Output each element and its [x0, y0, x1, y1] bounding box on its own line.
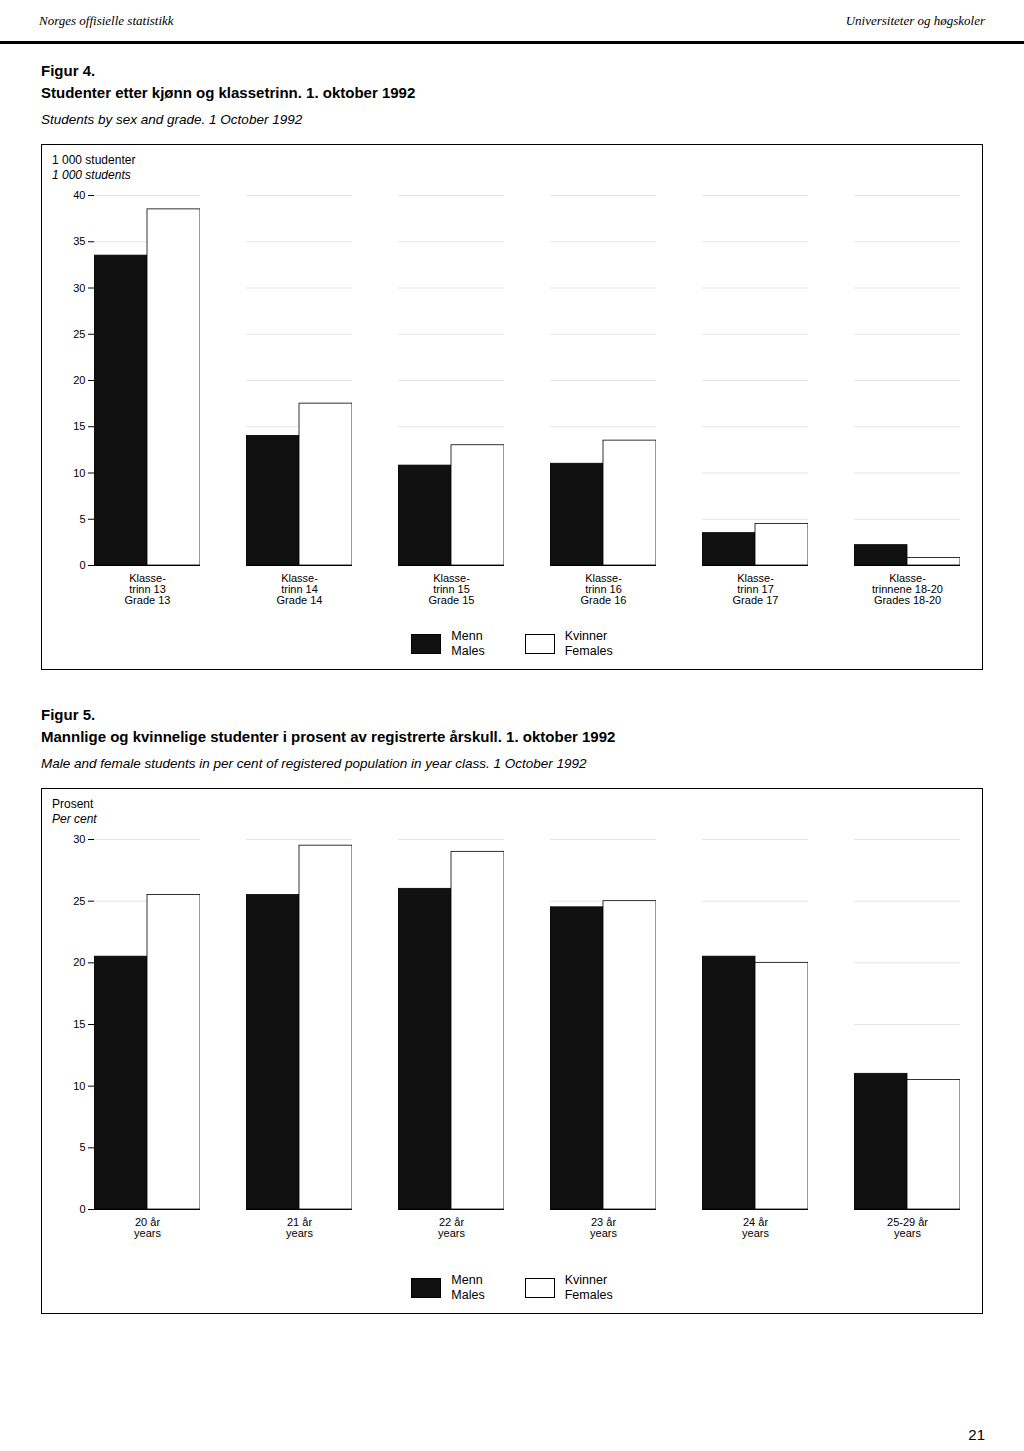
- svg-text:24 åryears: 24 åryears: [742, 1216, 769, 1239]
- svg-text:Klasse-trinn 17Grade 17: Klasse-trinn 17Grade 17: [733, 572, 779, 606]
- html-text:21: 21: [968, 1426, 985, 1443]
- svg-text:Klasse-trinnene 18-20Grades 18: Klasse-trinnene 18-20Grades 18-20: [872, 572, 943, 606]
- html-text:Figur 4.: Figur 4.: [41, 62, 96, 79]
- html-text:Prosent: Prosent: [52, 797, 94, 811]
- svg-text:25: 25: [73, 895, 85, 907]
- html-text:Students by sex and grade. 1 O: Students by sex and grade. 1 October 199…: [41, 112, 303, 127]
- html-text:Mannlige og kvinnelige student: Mannlige og kvinnelige studenter i prose…: [41, 728, 616, 745]
- svg-text:30: 30: [73, 833, 85, 845]
- svg-text:20: 20: [73, 956, 85, 968]
- svg-text:15: 15: [73, 1018, 85, 1030]
- html-text:Menn Males: Menn Males: [451, 1273, 485, 1302]
- svg-text:20 åryears: 20 åryears: [134, 1216, 161, 1239]
- svg-text:0: 0: [79, 1203, 85, 1215]
- svg-text:Klasse-trinn 15Grade 15: Klasse-trinn 15Grade 15: [429, 572, 475, 606]
- svg-text:Klasse-trinn 14Grade 14: Klasse-trinn 14Grade 14: [277, 572, 323, 606]
- svg-text:5: 5: [79, 1141, 85, 1153]
- svg-text:15: 15: [73, 420, 85, 432]
- html-text:1 000 studenter: 1 000 studenter: [52, 153, 136, 167]
- svg-text:21 åryears: 21 åryears: [286, 1216, 313, 1239]
- svg-text:25: 25: [73, 328, 85, 340]
- html-text:Per cent: Per cent: [52, 812, 97, 826]
- svg-text:23 åryears: 23 åryears: [590, 1216, 617, 1239]
- html-text:Male and female students in pe: Male and female students in per cent of …: [41, 756, 587, 771]
- svg-text:22 åryears: 22 åryears: [438, 1216, 465, 1239]
- svg-text:Klasse-trinn 13Grade 13: Klasse-trinn 13Grade 13: [125, 572, 171, 606]
- html-text:Kvinner Females: Kvinner Females: [564, 1273, 613, 1302]
- svg-text:10: 10: [73, 467, 85, 479]
- svg-text:20: 20: [73, 374, 85, 386]
- html-text:Kvinner Females: Kvinner Females: [564, 629, 613, 658]
- html-text:Menn Males: Menn Males: [451, 629, 485, 658]
- svg-text:5: 5: [79, 513, 85, 525]
- html-text:Figur 5.: Figur 5.: [41, 706, 96, 723]
- svg-text:35: 35: [73, 235, 85, 247]
- svg-text:40: 40: [73, 189, 85, 201]
- html-text:Studenter etter kjønn og klass: Studenter etter kjønn og klassetrinn. 1.…: [41, 84, 416, 101]
- html-text:Universiteter og høgskoler: Universiteter og høgskoler: [845, 12, 985, 28]
- svg-text:Klasse-trinn 16Grade 16: Klasse-trinn 16Grade 16: [581, 572, 627, 606]
- svg-text:30: 30: [73, 282, 85, 294]
- svg-text:10: 10: [73, 1080, 85, 1092]
- svg-text:25-29 åryears: 25-29 åryears: [887, 1216, 928, 1239]
- svg-text:0: 0: [79, 559, 85, 571]
- html-text:Norges offisielle statistikk: Norges offisielle statistikk: [39, 12, 174, 28]
- html-text:1 000 students: 1 000 students: [52, 168, 131, 182]
